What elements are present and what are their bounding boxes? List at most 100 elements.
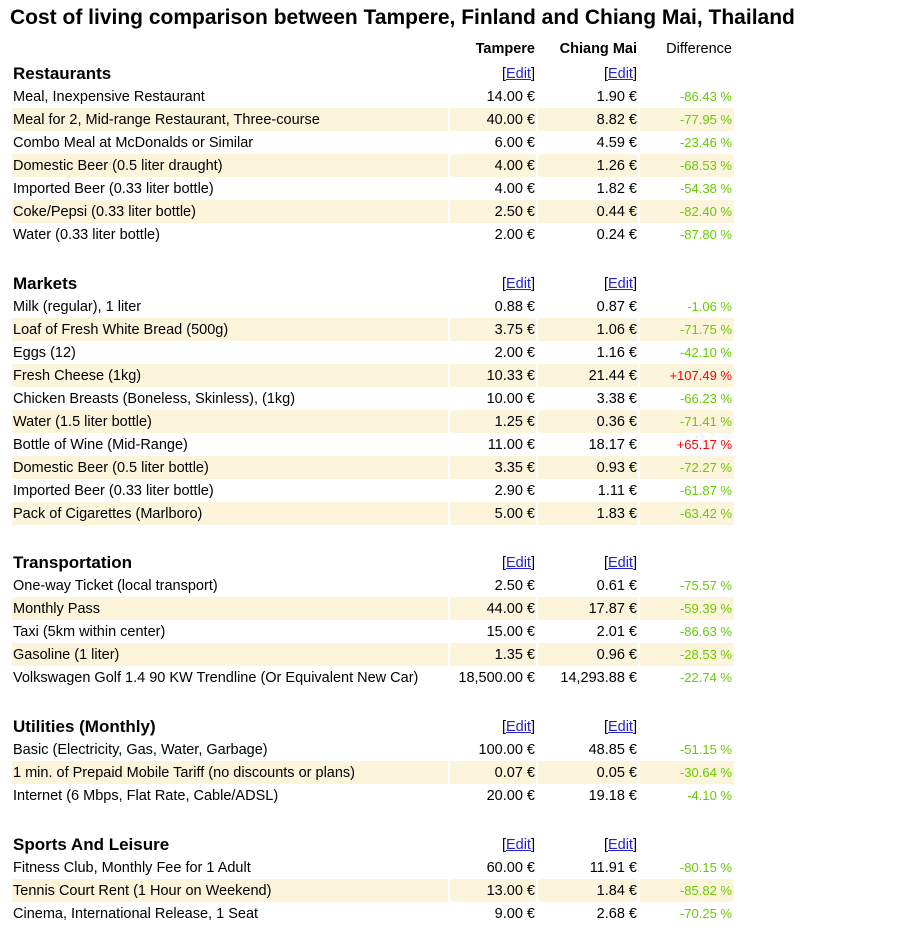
table-row: Meal for 2, Mid-range Restaurant, Three-… xyxy=(12,108,734,131)
city1-price: 6.00 € xyxy=(494,134,535,151)
header-empty xyxy=(12,37,448,60)
section-header: Transportation [Edit] [Edit] xyxy=(12,549,734,574)
city2-price: 1.82 € xyxy=(596,180,637,197)
header-city1: Tampere xyxy=(475,40,535,57)
city1-price: 11.00 € xyxy=(487,436,535,453)
item-name: Taxi (5km within center) xyxy=(13,623,166,640)
table-row: Fitness Club, Monthly Fee for 1 Adult 60.… xyxy=(12,856,734,879)
city1-price: 3.35 € xyxy=(450,456,536,479)
city1-price: 4.00 € xyxy=(450,154,536,177)
difference-value: -86.63 % xyxy=(679,624,732,639)
edit-city1-link[interactable]: Edit xyxy=(505,65,531,82)
table-row: One-way Ticket (local transport) 2.50 € 0.… xyxy=(12,574,734,597)
city1-price: 1.25 € xyxy=(450,410,536,433)
item-name: Internet (6 Mbps, Flat Rate, Cable/ADSL) xyxy=(13,787,279,804)
city2-price: 1.90 € xyxy=(596,88,637,105)
table-row: Imported Beer (0.33 liter bottle) 4.00 € 1… xyxy=(12,177,734,200)
table-row: Basic (Electricity, Gas, Water, Garbage)… xyxy=(12,738,734,761)
table-row: Chicken Breasts (Boneless, Skinless), (1… xyxy=(12,387,734,410)
table-row: Tennis Court Rent (1 Hour on Weekend) 13.… xyxy=(12,879,734,902)
section-header: Markets [Edit] [Edit] xyxy=(12,270,734,295)
difference-value: -42.10 % xyxy=(679,345,732,360)
table-row: Internet (6 Mbps, Flat Rate, Cable/ADSL)… xyxy=(12,784,734,807)
city1-price: 14.00 € xyxy=(486,88,535,105)
item-name: Pack of Cigarettes (Marlboro) xyxy=(12,502,448,525)
city2-price: 1.11 € xyxy=(597,482,637,499)
item-name: Combo Meal at McDonalds or Similar xyxy=(13,134,254,151)
table-row: Combo Meal at McDonalds or Similar 6.00 €… xyxy=(12,131,734,154)
city1-price: 2.50 € xyxy=(494,577,535,594)
item-name: Gasoline (1 liter) xyxy=(12,643,448,666)
table-row: Monthly Pass 44.00 €17.87 € -59.39 % xyxy=(12,597,734,620)
difference-value: -61.87 % xyxy=(679,483,732,498)
difference-value: -82.40 % xyxy=(640,200,734,223)
table-row: Loaf of Fresh White Bread (500g) 3.75 €1.… xyxy=(12,318,734,341)
city1-price: 5.00 € xyxy=(450,502,536,525)
city2-price: 0.87 € xyxy=(596,298,637,315)
difference-value: -4.10 % xyxy=(687,788,732,803)
difference-value: -72.27 % xyxy=(640,456,734,479)
city2-price: 0.44 € xyxy=(538,200,638,223)
page-title: Cost of living comparison between Tamper… xyxy=(10,6,795,29)
city2-price: 0.24 € xyxy=(596,226,637,243)
difference-value: -63.42 % xyxy=(640,502,734,525)
edit-city2-link[interactable]: Edit xyxy=(607,65,633,82)
edit-city2-link-cell: [Edit] xyxy=(603,836,637,853)
item-name: Chicken Breasts (Boneless, Skinless), (1… xyxy=(13,390,296,407)
item-name: Water (0.33 liter bottle) xyxy=(13,226,160,243)
edit-city2-link[interactable]: Edit xyxy=(607,718,633,735)
edit-city1-link[interactable]: Edit xyxy=(505,718,531,735)
item-name: Volkswagen Golf 1.4 90 KW Trendline (Or … xyxy=(13,669,419,686)
difference-value: -71.75 % xyxy=(640,318,734,341)
spacer-cell xyxy=(12,689,734,713)
city2-price: 14,293.88 € xyxy=(560,669,637,686)
city1-price: 100.00 € xyxy=(478,741,535,758)
header-difference: Difference xyxy=(666,40,732,57)
difference-value: -85.82 % xyxy=(640,879,734,902)
edit-city2-link-cell: [Edit] xyxy=(603,275,637,292)
edit-city1-link[interactable]: Edit xyxy=(505,554,531,571)
city2-price: 48.85 € xyxy=(588,741,637,758)
city2-price: 21.44 € xyxy=(538,364,638,387)
header-city2: Chiang Mai xyxy=(559,40,637,57)
section-title: Transportation xyxy=(13,552,133,572)
table-row: 1 min. of Prepaid Mobile Tariff (no disc… xyxy=(12,761,734,784)
section-spacer xyxy=(12,689,734,713)
table-row: Imported Beer (0.33 liter bottle) 2.90 € 1… xyxy=(12,479,734,502)
city1-price: 9.00 € xyxy=(494,905,535,922)
edit-city2-link[interactable]: Edit xyxy=(607,836,633,853)
section-header: Utilities (Monthly) [Edit] [Edit] xyxy=(12,713,734,738)
edit-city1-link-cell: [Edit] xyxy=(501,554,535,571)
section-header: Restaurants [Edit] [Edit] xyxy=(12,60,734,85)
item-name: Eggs (12) xyxy=(13,344,76,361)
difference-value: -51.15 % xyxy=(679,742,732,757)
city1-price: 18,500.00 € xyxy=(458,669,535,686)
table-row: Meal, Inexpensive Restaurant 14.00 € 1.90 … xyxy=(12,85,734,108)
spacer-cell xyxy=(12,807,734,831)
city2-price: 8.82 € xyxy=(538,108,638,131)
edit-city1-link[interactable]: Edit xyxy=(505,836,531,853)
edit-city2-link[interactable]: Edit xyxy=(607,554,633,571)
difference-value: -86.43 % xyxy=(679,89,732,104)
city1-price: 2.00 € xyxy=(494,226,535,243)
item-name: Meal for 2, Mid-range Restaurant, Three-… xyxy=(12,108,448,131)
edit-city1-link-cell: [Edit] xyxy=(501,275,535,292)
edit-city2-link-cell: [Edit] xyxy=(603,554,637,571)
city2-price: 2.01 € xyxy=(596,623,637,640)
item-name: Basic (Electricity, Gas, Water, Garbage) xyxy=(13,741,268,758)
city2-price: 19.18 € xyxy=(588,787,637,804)
city2-price: 1.83 € xyxy=(538,502,638,525)
comparison-table: Tampere Chiang Mai Difference Restaurant… xyxy=(10,37,736,925)
section-empty xyxy=(640,713,734,738)
item-name: Domestic Beer (0.5 liter draught) xyxy=(12,154,448,177)
difference-value: -87.80 % xyxy=(679,227,732,242)
spacer-cell xyxy=(12,525,734,549)
section-spacer xyxy=(12,525,734,549)
edit-city1-link[interactable]: Edit xyxy=(505,275,531,292)
section-empty xyxy=(640,549,734,574)
table-row: Pack of Cigarettes (Marlboro) 5.00 €1.83 … xyxy=(12,502,734,525)
edit-city2-link[interactable]: Edit xyxy=(607,275,633,292)
city1-price: 13.00 € xyxy=(450,879,536,902)
edit-city1-link-cell: [Edit] xyxy=(501,836,535,853)
table-row: Domestic Beer (0.5 liter bottle) 3.35 €0.… xyxy=(12,456,734,479)
